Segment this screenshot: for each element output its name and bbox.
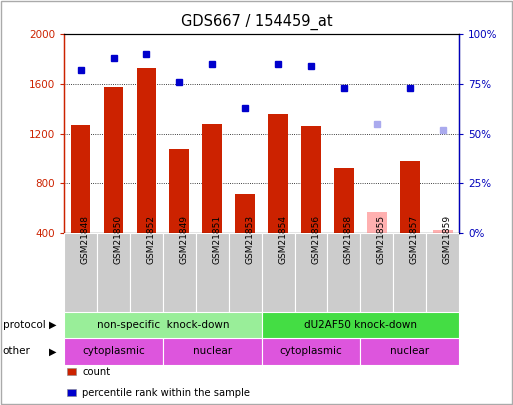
- Text: GSM21851: GSM21851: [212, 215, 221, 264]
- Text: GSM21849: GSM21849: [180, 215, 188, 264]
- Bar: [97, 233, 130, 312]
- Text: nuclear: nuclear: [390, 346, 429, 356]
- Text: percentile rank within the sample: percentile rank within the sample: [82, 388, 250, 398]
- Bar: [262, 312, 459, 338]
- Bar: [360, 338, 459, 365]
- Bar: [163, 338, 262, 365]
- Bar: [400, 161, 420, 233]
- Text: GSM21850: GSM21850: [113, 215, 123, 264]
- Bar: [64, 233, 97, 312]
- Bar: [327, 233, 360, 312]
- Bar: [64, 312, 262, 338]
- Bar: [136, 68, 156, 233]
- Text: GSM21852: GSM21852: [146, 215, 155, 264]
- Bar: [301, 126, 321, 233]
- Bar: [130, 233, 163, 312]
- Bar: [196, 233, 229, 312]
- Text: cytoplasmic: cytoplasmic: [82, 346, 145, 356]
- Text: dU2AF50 knock-down: dU2AF50 knock-down: [304, 320, 417, 330]
- Bar: [104, 87, 123, 233]
- Bar: [262, 338, 360, 365]
- Bar: [360, 233, 393, 312]
- Text: GSM21859: GSM21859: [443, 215, 451, 264]
- Bar: [163, 233, 196, 312]
- Text: ▶: ▶: [49, 346, 56, 356]
- Text: GSM21855: GSM21855: [377, 215, 386, 264]
- Text: cytoplasmic: cytoplasmic: [280, 346, 342, 356]
- Bar: [426, 233, 459, 312]
- Bar: [169, 149, 189, 233]
- Bar: [268, 114, 288, 233]
- Bar: [71, 125, 90, 233]
- Bar: [64, 338, 163, 365]
- Text: GSM21858: GSM21858: [344, 215, 353, 264]
- Bar: [294, 233, 327, 312]
- Text: protocol: protocol: [3, 320, 45, 330]
- Bar: [334, 168, 354, 233]
- Bar: [229, 233, 262, 312]
- Text: GDS667 / 154459_at: GDS667 / 154459_at: [181, 14, 332, 30]
- Bar: [262, 233, 294, 312]
- Text: GSM21853: GSM21853: [245, 215, 254, 264]
- Text: ▶: ▶: [49, 320, 56, 330]
- Text: GSM21856: GSM21856: [311, 215, 320, 264]
- Bar: [367, 212, 387, 233]
- Bar: [235, 194, 255, 233]
- Text: count: count: [82, 367, 110, 377]
- Text: nuclear: nuclear: [193, 346, 232, 356]
- Text: GSM21857: GSM21857: [410, 215, 419, 264]
- Text: non-specific  knock-down: non-specific knock-down: [96, 320, 229, 330]
- Text: GSM21854: GSM21854: [278, 215, 287, 264]
- Bar: [202, 124, 222, 233]
- Text: other: other: [3, 346, 30, 356]
- Text: GSM21848: GSM21848: [81, 215, 90, 264]
- Bar: [393, 233, 426, 312]
- Bar: [433, 230, 452, 233]
